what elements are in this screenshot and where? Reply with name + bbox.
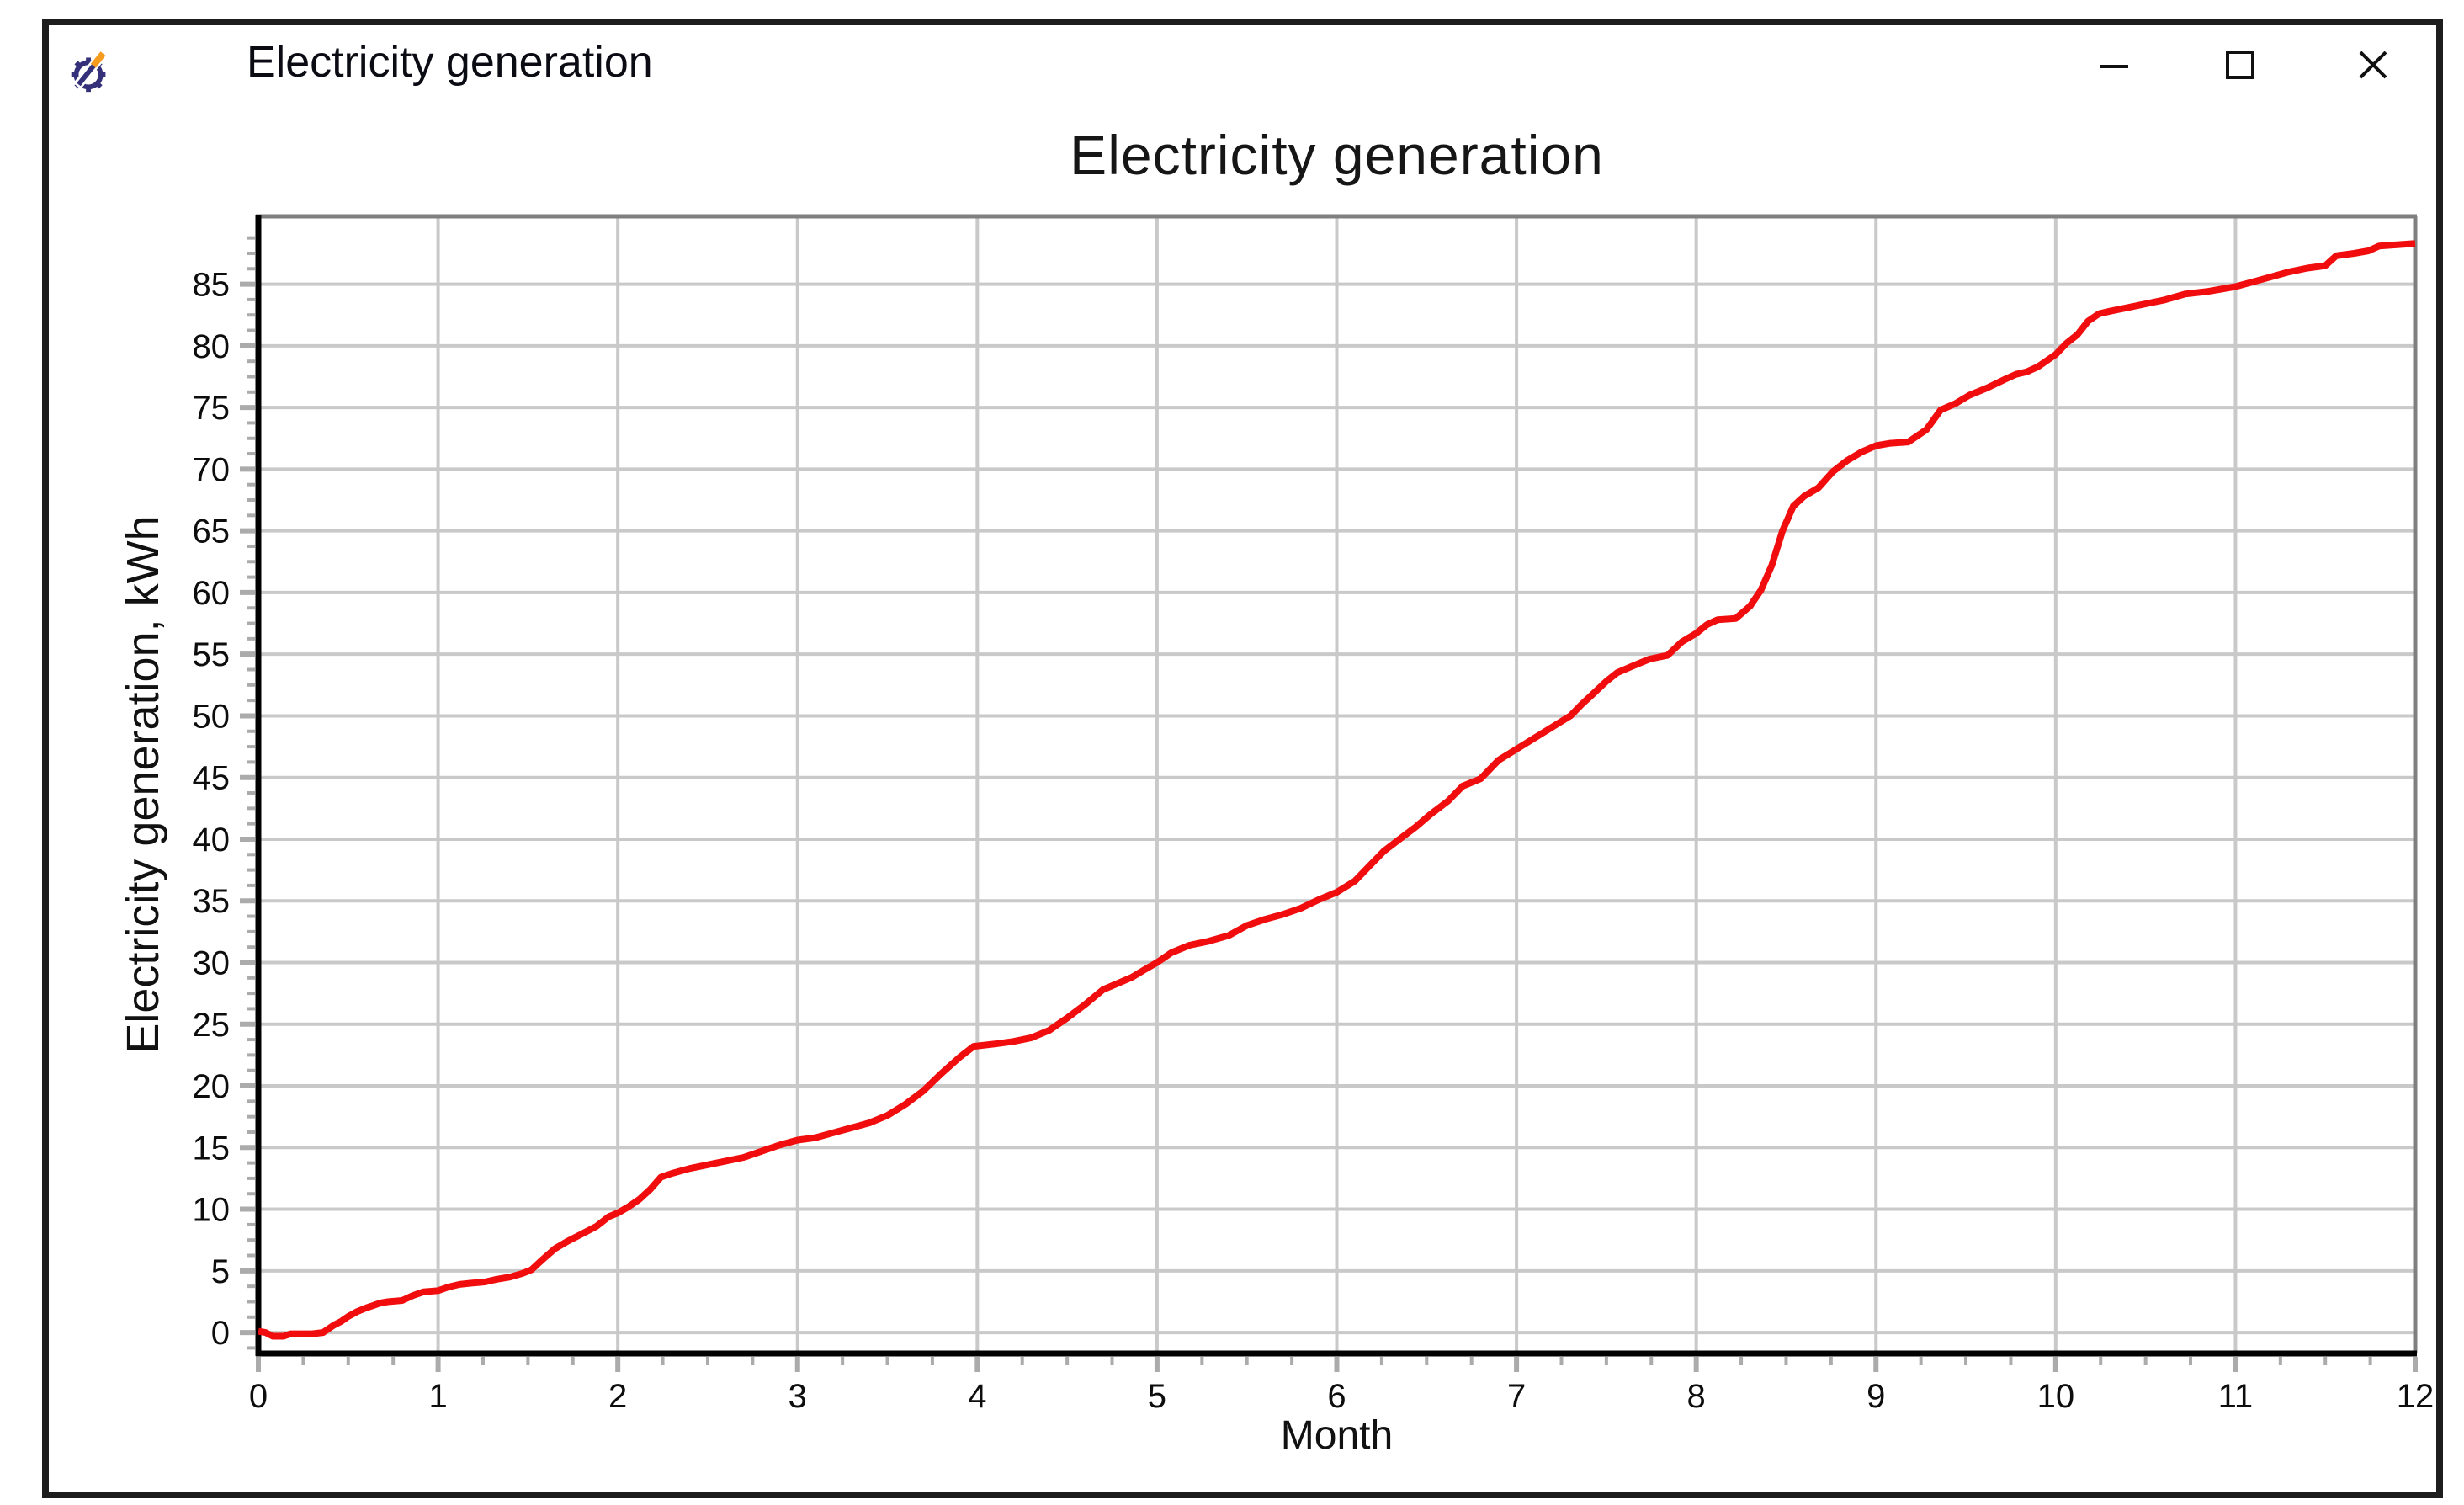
minimize-icon	[2100, 65, 2128, 68]
x-tick-label: 12	[2397, 1378, 2435, 1415]
y-axis-label: Electricity generation, kWh	[118, 515, 168, 1054]
minimize-button[interactable]	[2076, 27, 2152, 103]
x-tick-label: 10	[2037, 1378, 2075, 1415]
chart-title: Electricity generation	[1070, 124, 1604, 186]
y-tick-label: 25	[193, 1007, 231, 1044]
x-axis-label: Month	[1280, 1413, 1394, 1458]
y-tick-label: 10	[193, 1192, 231, 1229]
x-tick-label: 11	[2218, 1378, 2254, 1415]
y-tick-label: 70	[193, 451, 231, 488]
x-tick-label: 8	[1687, 1378, 1706, 1415]
y-tick-label: 40	[193, 822, 231, 859]
maximize-button[interactable]	[2202, 27, 2278, 103]
y-tick-label: 55	[193, 636, 231, 673]
y-tick-label: 0	[211, 1315, 230, 1352]
x-tick-label: 1	[428, 1378, 447, 1415]
x-tick-label: 2	[608, 1378, 627, 1415]
y-tick-label: 50	[193, 698, 231, 735]
x-tick-label: 3	[789, 1378, 807, 1415]
x-tick-label: 9	[1867, 1378, 1885, 1415]
x-tick-label: 0	[249, 1378, 268, 1415]
y-tick-label: 5	[211, 1253, 230, 1290]
x-tick-label: 5	[1148, 1378, 1166, 1415]
y-tick-label: 20	[193, 1068, 231, 1105]
titlebar: Electricity generation	[49, 25, 2436, 126]
x-tick-label: 4	[968, 1378, 986, 1415]
x-tick-label: 6	[1327, 1378, 1346, 1415]
y-tick-label: 65	[193, 513, 231, 550]
x-tick-label: 7	[1507, 1378, 1526, 1415]
y-tick-label: 60	[193, 575, 231, 612]
y-tick-label: 75	[193, 390, 231, 427]
y-tick-label: 80	[193, 328, 231, 365]
close-icon	[2359, 51, 2387, 79]
y-tick-label: 15	[193, 1130, 231, 1167]
app-gear-pencil-icon	[71, 51, 106, 93]
maximize-icon	[2226, 51, 2254, 79]
y-tick-label: 35	[193, 883, 231, 920]
close-button[interactable]	[2335, 27, 2411, 103]
y-tick-label: 30	[193, 945, 231, 982]
chart-canvas: 0 1 2 3 4 5 6 7 8 9 10 11 12051015202530354045505560…	[193, 214, 2435, 1415]
y-tick-label: 85	[193, 267, 231, 304]
app-window: Electricity generation 0 1 2 3 4 5 6 7 8 9 10 11 12 0…	[42, 19, 2443, 1498]
series-line	[258, 240, 2416, 1340]
y-tick-label: 45	[193, 760, 231, 797]
window-title: Electricity generation	[247, 38, 653, 87]
